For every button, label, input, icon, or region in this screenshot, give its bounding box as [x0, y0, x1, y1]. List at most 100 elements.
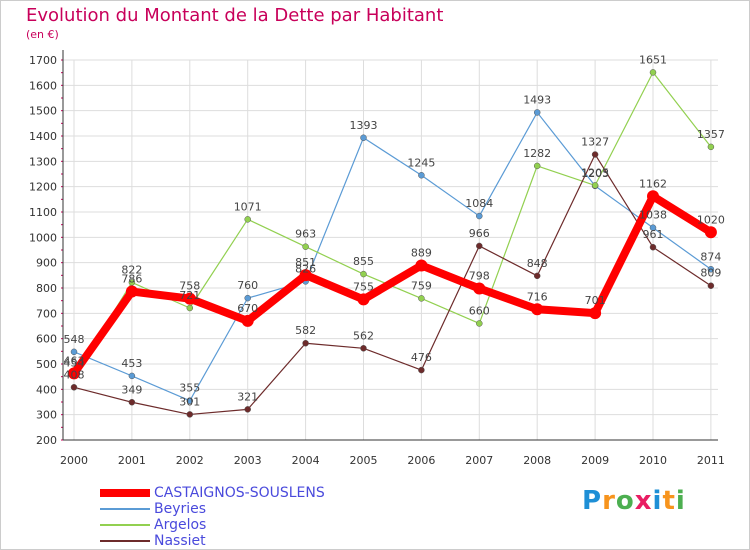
series-line-argelos: [73, 71, 712, 376]
axes: 200 300 400 500 600 700 800 900 1000 1100 1200 1300…: [29, 50, 725, 467]
data-label: 1162: [639, 177, 667, 190]
logo-letter: t: [662, 486, 676, 516]
data-point: [244, 294, 251, 302]
data-label: 1071: [234, 200, 262, 213]
data-label: 670: [237, 302, 258, 315]
data-point: [70, 348, 78, 356]
x-tick-label: 2008: [523, 454, 551, 467]
data-label: 848: [527, 257, 548, 270]
data-label: 1084: [465, 197, 493, 210]
data-label: 758: [179, 280, 200, 293]
data-label: 721: [179, 289, 200, 302]
data-label: 1282: [523, 147, 551, 160]
data-point: [476, 212, 483, 220]
data-label: 321: [237, 390, 258, 403]
data-label: 851: [295, 256, 316, 269]
data-label: 408: [64, 368, 85, 381]
data-point: [360, 270, 367, 278]
data-label: 874: [700, 250, 721, 263]
data-point: [591, 151, 599, 158]
logo-letter: i: [675, 486, 686, 516]
y-tick-label: 1000: [29, 231, 57, 244]
data-point: [707, 282, 715, 289]
data-labels: 548 453 355 760 826 1393 1245 1084 1493 1203 1038 8…: [64, 53, 725, 408]
data-point: [533, 162, 541, 170]
data-point: [360, 134, 367, 142]
data-label: 476: [411, 351, 432, 364]
data-point: [476, 242, 483, 250]
data-point: [533, 272, 541, 280]
data-point: [415, 259, 428, 272]
data-point: [244, 216, 251, 223]
data-point: [707, 143, 715, 151]
data-label: 822: [121, 263, 142, 276]
data-point: [707, 266, 715, 273]
series-line-beyries: [73, 111, 712, 402]
legend-label: Beyries: [154, 501, 207, 517]
data-label: 453: [121, 357, 142, 370]
y-tick-label: 1500: [29, 105, 57, 118]
data-point: [128, 372, 136, 380]
y-tick-label: 600: [36, 333, 57, 346]
legend-label: Argelos: [154, 517, 207, 533]
chart-subtitle: (en €): [26, 28, 59, 41]
data-label: 454: [64, 357, 85, 370]
data-point: [70, 384, 78, 391]
data-point: [647, 190, 659, 203]
data-label: 1020: [697, 213, 725, 226]
logo-letter: o: [615, 486, 635, 516]
data-label: 582: [295, 324, 316, 337]
data-label: 463: [64, 354, 85, 367]
logo-letter: i: [652, 486, 663, 516]
data-point: [302, 339, 309, 347]
x-tick-label: 2000: [60, 454, 88, 467]
logo-letter: P: [582, 486, 603, 516]
data-label: 963: [295, 228, 316, 241]
data-label: 1038: [639, 209, 667, 222]
series-line-nassiet: [73, 153, 712, 416]
data-point: [241, 314, 254, 327]
y-tick-label: 1100: [29, 206, 57, 219]
data-point: [589, 307, 602, 320]
y-tick-label: 1600: [29, 79, 57, 92]
x-tick-label: 2003: [234, 454, 262, 467]
data-point: [476, 320, 483, 327]
data-point: [186, 304, 194, 312]
data-label: 760: [237, 279, 258, 292]
legend-swatch: [100, 524, 150, 526]
y-tick-label: 1700: [29, 54, 57, 67]
chart-title: Evolution du Montant de la Dette par Hab…: [26, 5, 444, 26]
data-point: [533, 109, 541, 116]
y-tick-label: 1200: [29, 181, 57, 194]
data-label: 798: [469, 270, 490, 283]
data-label: 1245: [407, 156, 435, 169]
data-label: 889: [411, 246, 432, 259]
y-tick-label: 200: [36, 434, 57, 447]
data-label: 1203: [581, 167, 609, 180]
data-point: [299, 269, 312, 282]
legend-swatch: [100, 489, 150, 497]
data-point: [591, 182, 599, 189]
y-tick-label: 500: [36, 358, 57, 371]
grid: [63, 59, 718, 441]
data-label: 1493: [523, 93, 551, 106]
data-label: 966: [469, 227, 490, 240]
data-label: 755: [353, 280, 374, 293]
data-label: 716: [527, 290, 548, 303]
x-tick-label: 2006: [407, 454, 435, 467]
data-label: 349: [121, 383, 142, 396]
x-tick-label: 2010: [639, 454, 667, 467]
data-label: 548: [64, 333, 85, 346]
data-point: [302, 243, 309, 250]
data-point: [128, 279, 136, 286]
x-tick-label: 2005: [350, 454, 378, 467]
data-point: [186, 397, 194, 404]
data-label: 786: [121, 273, 142, 286]
data-label: 826: [295, 262, 316, 275]
y-tick-label: 900: [36, 257, 57, 270]
data-point: [360, 345, 367, 352]
data-point: [186, 411, 194, 418]
series-line-castaignos-souslens: [70, 192, 714, 376]
